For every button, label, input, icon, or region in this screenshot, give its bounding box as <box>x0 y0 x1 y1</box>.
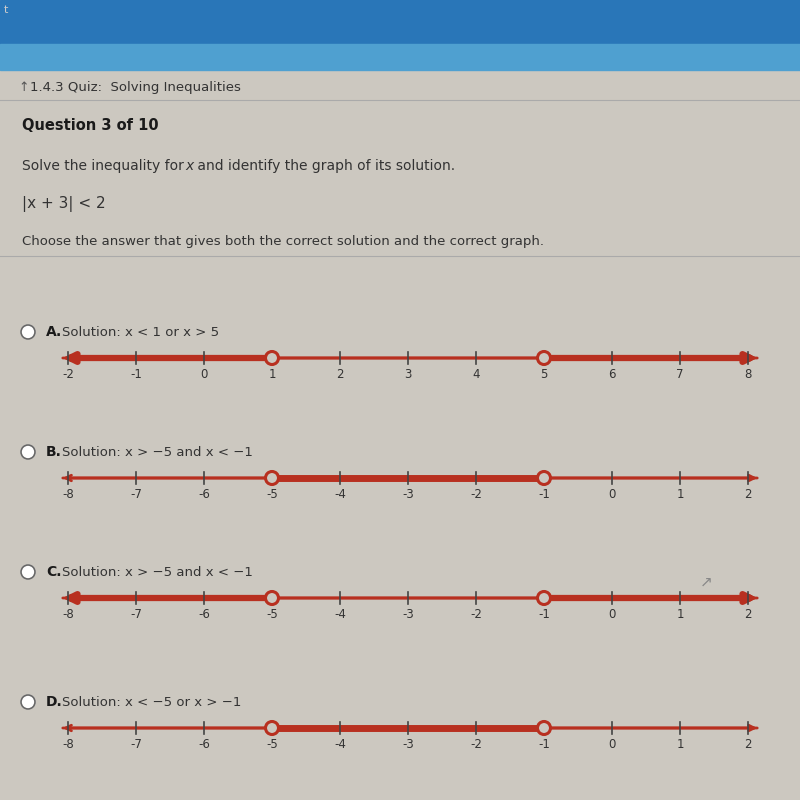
Bar <box>0 44 800 70</box>
Circle shape <box>266 591 278 605</box>
Text: -7: -7 <box>130 738 142 751</box>
Text: -6: -6 <box>198 738 210 751</box>
Circle shape <box>266 722 278 734</box>
Text: x: x <box>185 158 194 173</box>
Text: 0: 0 <box>608 738 616 751</box>
Text: C.: C. <box>46 565 62 579</box>
Text: -2: -2 <box>470 608 482 621</box>
Text: 1: 1 <box>676 608 684 621</box>
Text: 3: 3 <box>404 368 412 381</box>
Circle shape <box>21 325 35 339</box>
Text: -6: -6 <box>198 488 210 501</box>
Text: 7: 7 <box>676 368 684 381</box>
Text: 2: 2 <box>336 368 344 381</box>
Text: ↑: ↑ <box>18 81 29 94</box>
Text: -7: -7 <box>130 488 142 501</box>
Text: 1: 1 <box>676 738 684 751</box>
Text: -5: -5 <box>266 738 278 751</box>
Text: 1: 1 <box>676 488 684 501</box>
Text: t: t <box>4 5 8 15</box>
Text: and identify the graph of its solution.: and identify the graph of its solution. <box>193 158 455 173</box>
Text: -2: -2 <box>470 738 482 751</box>
Text: 0: 0 <box>608 608 616 621</box>
Circle shape <box>21 695 35 709</box>
Text: 5: 5 <box>540 368 548 381</box>
Text: -7: -7 <box>130 608 142 621</box>
Circle shape <box>266 351 278 365</box>
Text: Solve the inequality for: Solve the inequality for <box>22 158 188 173</box>
Text: -3: -3 <box>402 608 414 621</box>
Text: 1.4.3 Quiz:  Solving Inequalities: 1.4.3 Quiz: Solving Inequalities <box>30 81 241 94</box>
Circle shape <box>21 565 35 579</box>
Text: D.: D. <box>46 695 62 709</box>
Text: -5: -5 <box>266 608 278 621</box>
Text: -1: -1 <box>538 738 550 751</box>
Text: -2: -2 <box>62 368 74 381</box>
Text: ↗: ↗ <box>700 574 713 590</box>
Text: -8: -8 <box>62 738 74 751</box>
Text: 8: 8 <box>744 368 752 381</box>
Text: -8: -8 <box>62 608 74 621</box>
Text: -1: -1 <box>130 368 142 381</box>
Text: Question 3 of 10: Question 3 of 10 <box>22 118 158 133</box>
Text: 0: 0 <box>608 488 616 501</box>
Text: 1: 1 <box>268 368 276 381</box>
Text: -6: -6 <box>198 608 210 621</box>
Text: 4: 4 <box>472 368 480 381</box>
Bar <box>0 0 800 44</box>
Text: -4: -4 <box>334 738 346 751</box>
Text: Solution: x < −5 or x > −1: Solution: x < −5 or x > −1 <box>62 695 242 709</box>
Text: Solution: x > −5 and x < −1: Solution: x > −5 and x < −1 <box>62 566 253 578</box>
Circle shape <box>266 471 278 485</box>
Text: -4: -4 <box>334 608 346 621</box>
Text: A.: A. <box>46 325 62 339</box>
Text: -1: -1 <box>538 488 550 501</box>
Text: -3: -3 <box>402 738 414 751</box>
Text: -4: -4 <box>334 488 346 501</box>
Text: |x + 3| < 2: |x + 3| < 2 <box>22 196 106 212</box>
Text: -8: -8 <box>62 488 74 501</box>
Text: Solution: x > −5 and x < −1: Solution: x > −5 and x < −1 <box>62 446 253 458</box>
Text: -5: -5 <box>266 488 278 501</box>
Text: B.: B. <box>46 445 62 459</box>
Text: -3: -3 <box>402 488 414 501</box>
Text: 2: 2 <box>744 488 752 501</box>
Circle shape <box>538 351 550 365</box>
Text: Choose the answer that gives both the correct solution and the correct graph.: Choose the answer that gives both the co… <box>22 235 544 248</box>
Text: -2: -2 <box>470 488 482 501</box>
Circle shape <box>538 471 550 485</box>
Text: 2: 2 <box>744 738 752 751</box>
Circle shape <box>21 445 35 459</box>
Circle shape <box>538 722 550 734</box>
Text: 6: 6 <box>608 368 616 381</box>
Text: 0: 0 <box>200 368 208 381</box>
Text: Solution: x < 1 or x > 5: Solution: x < 1 or x > 5 <box>62 326 219 338</box>
Text: -1: -1 <box>538 608 550 621</box>
Text: 2: 2 <box>744 608 752 621</box>
Circle shape <box>538 591 550 605</box>
